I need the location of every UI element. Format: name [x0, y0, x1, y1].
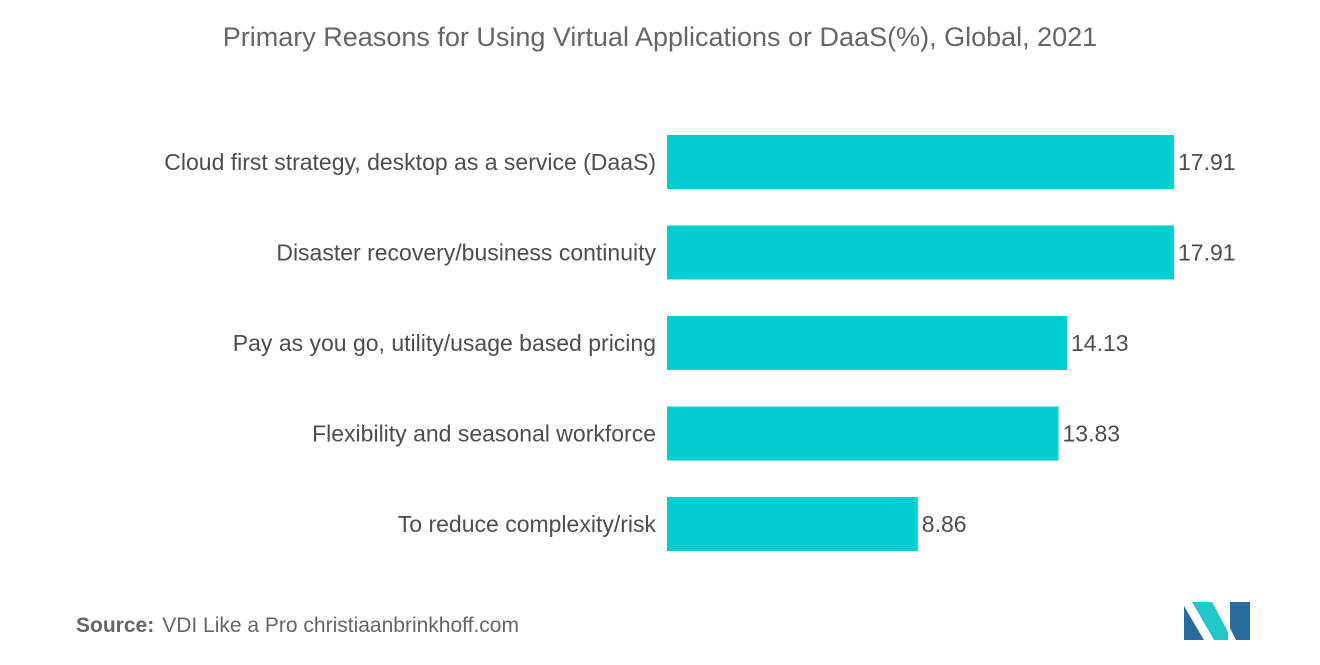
- value-label: 14.13: [1071, 330, 1129, 356]
- bar-chart: Cloud first strategy, desktop as a servi…: [164, 135, 1236, 551]
- mordor-logo-icon: [1184, 602, 1250, 640]
- bar: [667, 135, 1174, 189]
- category-label: Pay as you go, utility/usage based prici…: [233, 330, 656, 356]
- bars-group: Cloud first strategy, desktop as a servi…: [164, 135, 1236, 551]
- category-label: Cloud first strategy, desktop as a servi…: [164, 149, 656, 175]
- value-label: 13.83: [1063, 421, 1121, 447]
- bar: [667, 497, 918, 551]
- category-label: Flexibility and seasonal workforce: [312, 421, 656, 447]
- value-label: 17.91: [1178, 149, 1236, 175]
- logo-mid-shape: [1192, 602, 1228, 640]
- logo-right-shape: [1230, 602, 1250, 640]
- bar: [667, 406, 1059, 461]
- category-label: Disaster recovery/business continuity: [276, 240, 656, 266]
- source-text: VDI Like a Pro christiaanbrinkhoff.com: [162, 614, 519, 637]
- source-label: Source:: [76, 614, 155, 637]
- logo-left-shape: [1184, 606, 1204, 640]
- source-line: Source: VDI Like a Pro christiaanbrinkhof…: [76, 614, 519, 638]
- bar: [667, 316, 1067, 370]
- value-label: 17.91: [1178, 240, 1236, 266]
- chart-title: Primary Reasons for Using Virtual Applic…: [222, 22, 1098, 52]
- bar: [667, 225, 1174, 280]
- value-label: 8.86: [922, 511, 967, 537]
- category-label: To reduce complexity/risk: [398, 511, 657, 537]
